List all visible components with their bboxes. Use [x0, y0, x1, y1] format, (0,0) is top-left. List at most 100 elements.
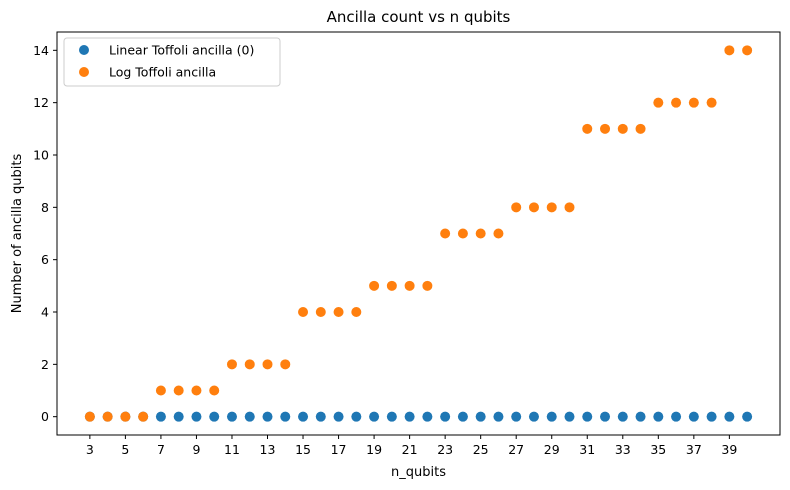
- x-tick-label: 35: [650, 442, 666, 457]
- data-point: [351, 307, 362, 318]
- data-point: [724, 45, 735, 56]
- data-point: [386, 280, 397, 291]
- data-point: [653, 411, 664, 422]
- data-point: [600, 411, 611, 422]
- data-point: [315, 411, 326, 422]
- data-point: [404, 280, 415, 291]
- data-point: [422, 411, 433, 422]
- legend-marker: [79, 67, 89, 77]
- x-tick-label: 29: [544, 442, 560, 457]
- data-point: [262, 359, 273, 370]
- data-point: [351, 411, 362, 422]
- data-point: [422, 280, 433, 291]
- legend-label: Log Toffoli ancilla: [109, 65, 216, 80]
- data-point: [244, 359, 255, 370]
- data-point: [333, 411, 344, 422]
- data-point: [244, 411, 255, 422]
- x-tick-label: 13: [260, 442, 276, 457]
- data-point: [191, 411, 202, 422]
- data-point: [173, 385, 184, 396]
- x-tick-label: 5: [121, 442, 129, 457]
- data-points: [84, 45, 753, 422]
- data-point: [333, 307, 344, 318]
- data-point: [369, 411, 380, 422]
- data-point: [546, 411, 557, 422]
- data-point: [84, 411, 95, 422]
- data-point: [546, 202, 557, 213]
- data-point: [262, 411, 273, 422]
- data-point: [386, 411, 397, 422]
- x-tick-label: 9: [192, 442, 200, 457]
- data-point: [706, 411, 717, 422]
- data-point: [706, 97, 717, 108]
- data-point: [635, 123, 646, 134]
- x-tick-label: 27: [508, 442, 524, 457]
- x-tick-label: 7: [157, 442, 165, 457]
- data-point: [209, 411, 220, 422]
- data-point: [440, 411, 451, 422]
- data-point: [475, 411, 486, 422]
- legend-label: Linear Toffoli ancilla (0): [109, 43, 254, 58]
- data-point: [528, 411, 539, 422]
- legend-marker: [79, 45, 89, 55]
- x-tick-label: 21: [402, 442, 418, 457]
- data-point: [191, 385, 202, 396]
- data-point: [528, 202, 539, 213]
- data-point: [582, 123, 593, 134]
- data-point: [475, 228, 486, 239]
- x-tick-label: 3: [86, 442, 94, 457]
- axes: 3 5 7 9 11 13 15 17 19 21 23 25 27 29 31 33 35 37 39024681…: [33, 43, 737, 457]
- data-point: [404, 411, 415, 422]
- data-point: [724, 411, 735, 422]
- x-tick-label: 39: [721, 442, 737, 457]
- data-point: [617, 411, 628, 422]
- data-point: [617, 123, 628, 134]
- y-tick-label: 2: [41, 357, 49, 372]
- series-2: [84, 45, 753, 422]
- data-point: [688, 411, 699, 422]
- chart-title: Ancilla count vs n qubits: [327, 8, 511, 26]
- data-point: [120, 411, 131, 422]
- y-tick-label: 12: [33, 95, 49, 110]
- data-point: [155, 411, 166, 422]
- data-point: [582, 411, 593, 422]
- data-point: [102, 411, 113, 422]
- data-point: [457, 411, 468, 422]
- data-point: [564, 202, 575, 213]
- data-point: [742, 411, 753, 422]
- y-axis-label: Number of ancilla qubits: [10, 154, 25, 314]
- data-point: [315, 307, 326, 318]
- x-tick-label: 31: [579, 442, 595, 457]
- data-point: [226, 411, 237, 422]
- plot-frame: [56, 31, 781, 436]
- data-point: [226, 359, 237, 370]
- data-point: [280, 359, 291, 370]
- data-point: [173, 411, 184, 422]
- data-point: [688, 97, 699, 108]
- x-tick-label: 33: [615, 442, 631, 457]
- y-tick-label: 4: [41, 305, 49, 320]
- data-point: [742, 45, 753, 56]
- data-point: [635, 411, 646, 422]
- data-point: [138, 411, 149, 422]
- data-point: [369, 280, 380, 291]
- x-tick-label: 25: [473, 442, 489, 457]
- x-tick-label: 17: [331, 442, 347, 457]
- data-point: [671, 411, 682, 422]
- data-point: [209, 385, 220, 396]
- y-tick-label: 6: [41, 252, 49, 267]
- data-point: [493, 228, 504, 239]
- plot-area: [57, 32, 780, 435]
- legend: Linear Toffoli ancilla (0) Log Toffoli an…: [63, 37, 281, 87]
- legend-box: [63, 37, 281, 87]
- x-tick-label: 11: [224, 442, 240, 457]
- x-tick-label: 23: [437, 442, 453, 457]
- x-tick-label: 19: [366, 442, 382, 457]
- data-point: [564, 411, 575, 422]
- data-point: [298, 411, 309, 422]
- data-point: [298, 307, 309, 318]
- y-tick-label: 0: [41, 409, 49, 424]
- data-point: [440, 228, 451, 239]
- y-tick-label: 14: [33, 43, 49, 58]
